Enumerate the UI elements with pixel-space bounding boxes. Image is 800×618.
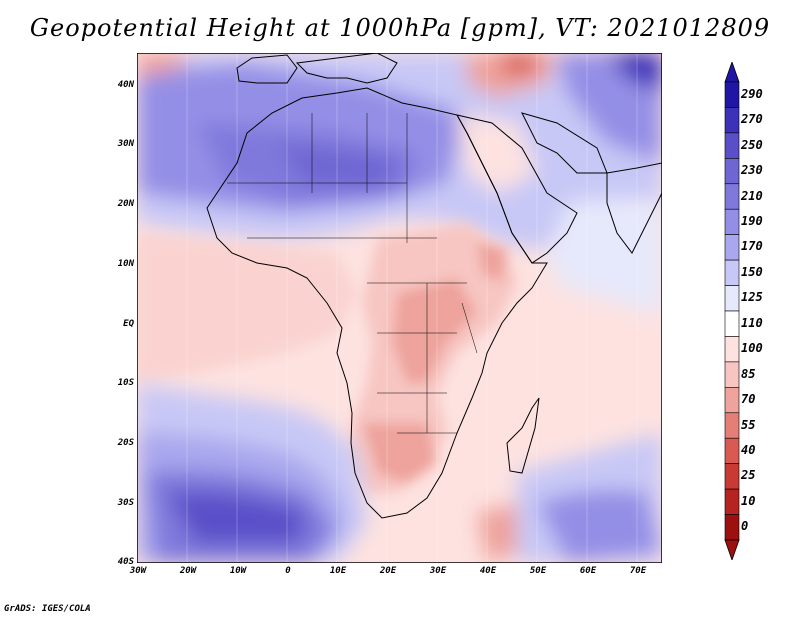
colorbar-swatch: [724, 285, 740, 312]
colorbar-swatch: [724, 514, 740, 541]
colorbar-swatch: [724, 310, 740, 337]
colorbar-swatch: [724, 81, 740, 108]
colorbar-swatch: [724, 387, 740, 414]
colorbar-swatch: [724, 488, 740, 515]
colorbar: [724, 62, 740, 560]
lon-label-70e: 70E: [629, 566, 647, 576]
lon-label-50e: 50E: [529, 566, 547, 576]
colorbar-label: 10: [741, 493, 756, 508]
lon-label-30e: 30E: [429, 566, 447, 576]
credit-text: GrADS: IGES/COLA: [4, 604, 91, 614]
colorbar-swatch: [724, 158, 740, 185]
colorbar-swatch: [724, 107, 740, 134]
lon-label-20e: 20E: [379, 566, 397, 576]
colorbar-swatch: [724, 412, 740, 439]
lat-label-40s: 40S: [117, 557, 134, 567]
lat-label-20n: 20N: [117, 199, 134, 209]
colorbar-swatch: [724, 132, 740, 159]
lon-label-10e: 10E: [329, 566, 347, 576]
lon-label-20w: 20W: [179, 566, 197, 576]
lon-label-40e: 40E: [479, 566, 497, 576]
colorbar-swatch: [724, 234, 740, 261]
colorbar-label: 40: [741, 442, 756, 457]
colorbar-label: 110: [741, 315, 763, 330]
colorbar-label: 125: [741, 290, 763, 305]
colorbar-label: 100: [741, 341, 763, 356]
colorbar-label: 25: [741, 468, 756, 483]
colorbar-swatch: [724, 361, 740, 388]
height-field: [137, 53, 662, 563]
colorbar-swatch: [724, 437, 740, 464]
lon-label-10w: 10W: [229, 566, 247, 576]
lon-label-60e: 60E: [579, 566, 597, 576]
lon-label-30w: 30W: [129, 566, 147, 576]
coastlines: [206, 53, 662, 519]
colorbar-label: 70: [741, 392, 756, 407]
lat-label-40n: 40N: [117, 80, 134, 90]
map-title: Geopotential Height at 1000hPa [gpm], VT…: [29, 14, 771, 42]
colorbar-label: 150: [741, 264, 763, 279]
colorbar-bottom-arrow: [724, 539, 740, 560]
lat-label-30n: 30N: [117, 139, 134, 149]
colorbar-label: 210: [741, 188, 763, 203]
lon-label-0: 0: [285, 566, 291, 576]
colorbar-swatch: [724, 183, 740, 210]
colorbar-label: 270: [741, 112, 763, 127]
lat-label-10s: 10S: [117, 378, 134, 388]
colorbar-swatch: [724, 259, 740, 286]
colorbar-swatch: [724, 336, 740, 363]
lat-label-30s: 30S: [117, 498, 134, 508]
map-panel: [137, 53, 662, 563]
colorbar-label: 55: [741, 417, 756, 432]
lat-label-10n: 10N: [117, 259, 134, 269]
lat-label-eq: EQ: [123, 319, 134, 329]
colorbar-label: 0: [741, 519, 749, 534]
colorbar-label: 230: [741, 163, 763, 178]
colorbar-label: 290: [741, 86, 763, 101]
colorbar-top-arrow: [724, 62, 740, 83]
colorbar-label: 85: [741, 366, 756, 381]
colorbar-label: 170: [741, 239, 763, 254]
country-borders: [227, 113, 478, 434]
colorbar-swatch: [724, 208, 740, 235]
lat-label-20s: 20S: [117, 438, 134, 448]
colorbar-label: 190: [741, 213, 763, 228]
colorbar-swatch: [724, 463, 740, 490]
colorbar-label: 250: [741, 137, 763, 152]
